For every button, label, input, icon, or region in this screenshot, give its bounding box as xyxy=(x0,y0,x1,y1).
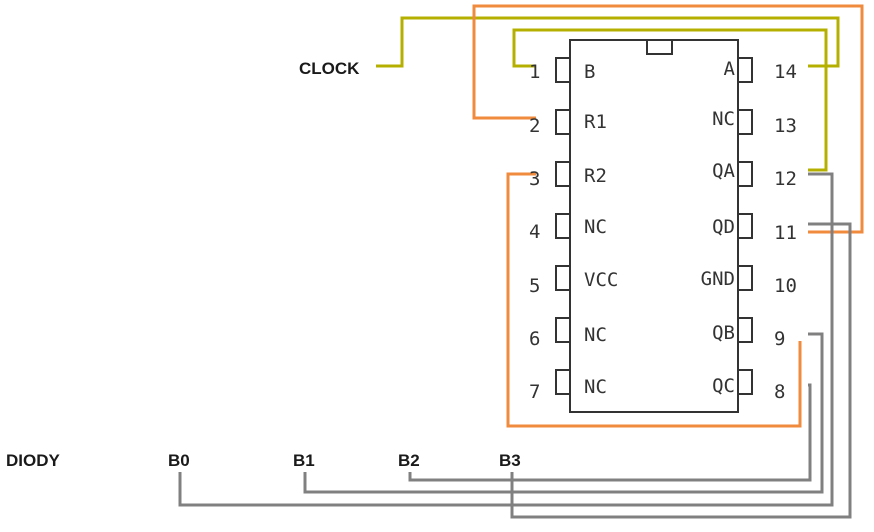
pin-number: 13 xyxy=(774,115,797,137)
pin-tab-1 xyxy=(555,57,571,83)
pin-name: R2 xyxy=(584,165,607,187)
right-pin-numbers: 14 13 12 11 10 9 8 xyxy=(774,61,797,403)
b0-wire xyxy=(178,172,834,507)
clock-label: CLOCK xyxy=(299,59,360,78)
pin-tab-11 xyxy=(737,213,753,239)
pin-tab-7 xyxy=(555,369,571,395)
pin-tab-6 xyxy=(555,317,571,343)
pin-name: QA xyxy=(712,160,735,182)
pin-number: 7 xyxy=(529,381,540,403)
pin-number: 5 xyxy=(529,275,540,297)
pin-name: QC xyxy=(712,375,735,397)
pin-name: QD xyxy=(712,216,735,238)
pin-tab-14 xyxy=(737,57,753,83)
pin-name: B xyxy=(584,61,595,83)
right-pin-names: A NC QA QD GND QB QC xyxy=(701,58,736,397)
pin-name: GND xyxy=(701,268,735,290)
b2-label: B2 xyxy=(398,451,420,470)
pin-name: VCC xyxy=(584,269,618,291)
left-pin-tabs xyxy=(555,57,571,395)
pin-name: QB xyxy=(712,322,735,344)
pin-number: 10 xyxy=(774,275,797,297)
right-pin-tabs xyxy=(737,57,753,395)
pin-name: A xyxy=(724,58,736,80)
pin-number: 6 xyxy=(529,328,540,350)
left-pin-names: B R1 R2 NC VCC NC NC xyxy=(584,61,618,398)
left-pin-numbers: 1 2 3 4 5 6 7 xyxy=(529,61,540,403)
b3-wire xyxy=(510,222,852,519)
pin-tab-2 xyxy=(555,109,571,135)
pin-name: NC xyxy=(712,108,735,130)
pin-number: 4 xyxy=(529,221,540,243)
r1-wire xyxy=(472,4,864,234)
pin-tab-13 xyxy=(737,109,753,135)
pin-number: 12 xyxy=(774,168,797,190)
pin-tab-9 xyxy=(737,317,753,343)
clock-wire xyxy=(376,16,840,68)
pin-tab-8 xyxy=(737,369,753,395)
b1-wire xyxy=(303,332,824,494)
pin-tab-4 xyxy=(555,213,571,239)
pin-tab-10 xyxy=(737,265,753,291)
pin-name: NC xyxy=(584,216,607,238)
pin-name: NC xyxy=(584,324,607,346)
pin1-pin14-wire xyxy=(512,28,828,172)
b0-label: B0 xyxy=(168,451,190,470)
diody-label: DIODY xyxy=(6,451,61,470)
pin-number: 11 xyxy=(774,222,797,244)
pin-name: R1 xyxy=(584,111,607,133)
pin-tab-5 xyxy=(555,265,571,291)
pin-number: 9 xyxy=(774,328,785,350)
chip-notch xyxy=(646,39,673,55)
clock-wires xyxy=(376,16,840,172)
b2-wire xyxy=(408,383,812,482)
pin-number: 2 xyxy=(529,115,540,137)
pin-number: 14 xyxy=(774,61,797,83)
b1-label: B1 xyxy=(293,451,315,470)
r2-wire xyxy=(506,172,802,428)
b3-label: B3 xyxy=(499,451,521,470)
pin-number: 3 xyxy=(529,168,540,190)
pin-name: NC xyxy=(584,376,607,398)
pin-number: 8 xyxy=(774,381,785,403)
output-wires xyxy=(178,172,852,519)
pin-tab-12 xyxy=(737,161,753,187)
pin-number: 1 xyxy=(529,61,540,83)
reset-wires xyxy=(472,4,864,428)
pin-tab-3 xyxy=(555,161,571,187)
